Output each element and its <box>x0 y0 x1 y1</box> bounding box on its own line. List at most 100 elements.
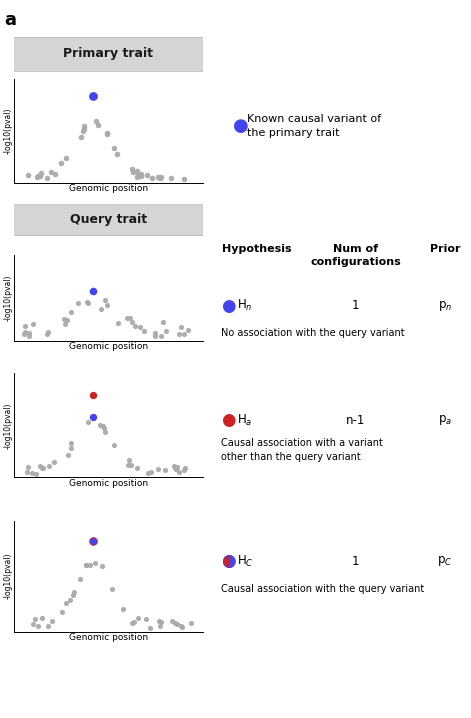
Point <box>98 560 106 572</box>
Point <box>48 616 56 628</box>
Point <box>134 612 142 624</box>
Point <box>38 167 45 179</box>
Point <box>84 416 92 428</box>
Point <box>130 616 138 628</box>
Point <box>28 467 36 478</box>
Point <box>21 326 29 337</box>
Point <box>96 419 103 431</box>
Point <box>69 589 77 601</box>
Text: ●: ● <box>221 411 236 429</box>
Point <box>94 120 101 131</box>
Point <box>34 170 41 182</box>
Point <box>23 466 30 477</box>
Point <box>143 613 150 625</box>
Point <box>178 620 185 632</box>
Point <box>78 131 85 143</box>
Point <box>128 617 136 628</box>
Point <box>129 167 137 178</box>
Point <box>170 461 178 472</box>
Point <box>134 169 141 180</box>
Point <box>144 169 151 180</box>
Point <box>136 321 144 332</box>
Point <box>25 330 32 342</box>
Point <box>60 313 68 325</box>
Point <box>34 620 42 631</box>
Text: Known causal variant of
the primary trait: Known causal variant of the primary trai… <box>247 113 382 138</box>
Point <box>104 129 111 140</box>
Text: ●: ● <box>221 297 236 315</box>
Point <box>89 285 97 297</box>
Point <box>146 622 154 633</box>
Point <box>104 127 111 139</box>
Y-axis label: -log10(pval): -log10(pval) <box>4 402 13 449</box>
Text: p$_n$: p$_n$ <box>438 299 452 313</box>
Text: n-1: n-1 <box>346 414 365 426</box>
Point <box>162 325 170 337</box>
Point <box>168 615 175 626</box>
Point <box>62 597 70 609</box>
Point <box>66 594 74 605</box>
Point <box>63 314 71 326</box>
Point <box>127 312 134 324</box>
Point <box>24 461 32 472</box>
Text: Causal association with a variant
other than the query variant: Causal association with a variant other … <box>221 438 383 462</box>
Text: Hypothesis: Hypothesis <box>222 244 292 254</box>
Point <box>81 121 88 132</box>
Point <box>176 328 183 340</box>
Point <box>86 560 94 572</box>
Y-axis label: -log10(pval): -log10(pval) <box>4 553 13 600</box>
Point <box>44 620 52 631</box>
Text: ◑: ◑ <box>221 552 236 571</box>
Point <box>155 615 163 627</box>
Point <box>32 468 40 480</box>
Point <box>108 584 115 595</box>
Text: H$_a$: H$_a$ <box>237 412 252 428</box>
FancyBboxPatch shape <box>5 37 212 72</box>
Point <box>45 460 53 472</box>
Text: No association with the query variant: No association with the query variant <box>221 328 405 338</box>
Point <box>89 536 97 547</box>
Point <box>30 318 37 330</box>
Point <box>51 169 58 180</box>
Point <box>43 328 51 340</box>
Point <box>76 573 84 584</box>
Point <box>101 294 109 306</box>
Point <box>32 613 39 625</box>
Point <box>39 462 46 473</box>
Point <box>162 465 169 476</box>
Point <box>167 172 175 184</box>
Text: Num of
configurations: Num of configurations <box>310 244 401 266</box>
Point <box>171 617 179 629</box>
Point <box>157 617 165 628</box>
Point <box>26 327 33 338</box>
Point <box>137 170 144 182</box>
Text: p$_C$: p$_C$ <box>438 554 453 569</box>
Point <box>154 171 162 182</box>
Point <box>65 449 72 461</box>
Point <box>127 460 135 471</box>
Point <box>100 422 107 434</box>
Point <box>111 143 118 154</box>
Text: Query trait: Query trait <box>70 213 147 225</box>
Point <box>129 164 136 175</box>
Point <box>173 618 181 630</box>
Point <box>133 172 141 183</box>
Point <box>47 167 55 178</box>
Point <box>157 171 165 182</box>
Point <box>160 317 167 328</box>
Point <box>187 617 195 629</box>
Point <box>180 174 188 185</box>
Point <box>67 442 74 454</box>
Point <box>151 330 158 342</box>
Point <box>102 426 109 437</box>
Point <box>138 168 145 180</box>
Point <box>67 437 74 449</box>
Point <box>43 172 51 184</box>
Point <box>20 327 27 339</box>
Point <box>148 172 156 184</box>
Point <box>21 320 29 332</box>
Point <box>179 621 186 633</box>
Point <box>81 123 88 135</box>
Text: a: a <box>5 11 16 29</box>
Text: p$_a$: p$_a$ <box>438 413 452 427</box>
